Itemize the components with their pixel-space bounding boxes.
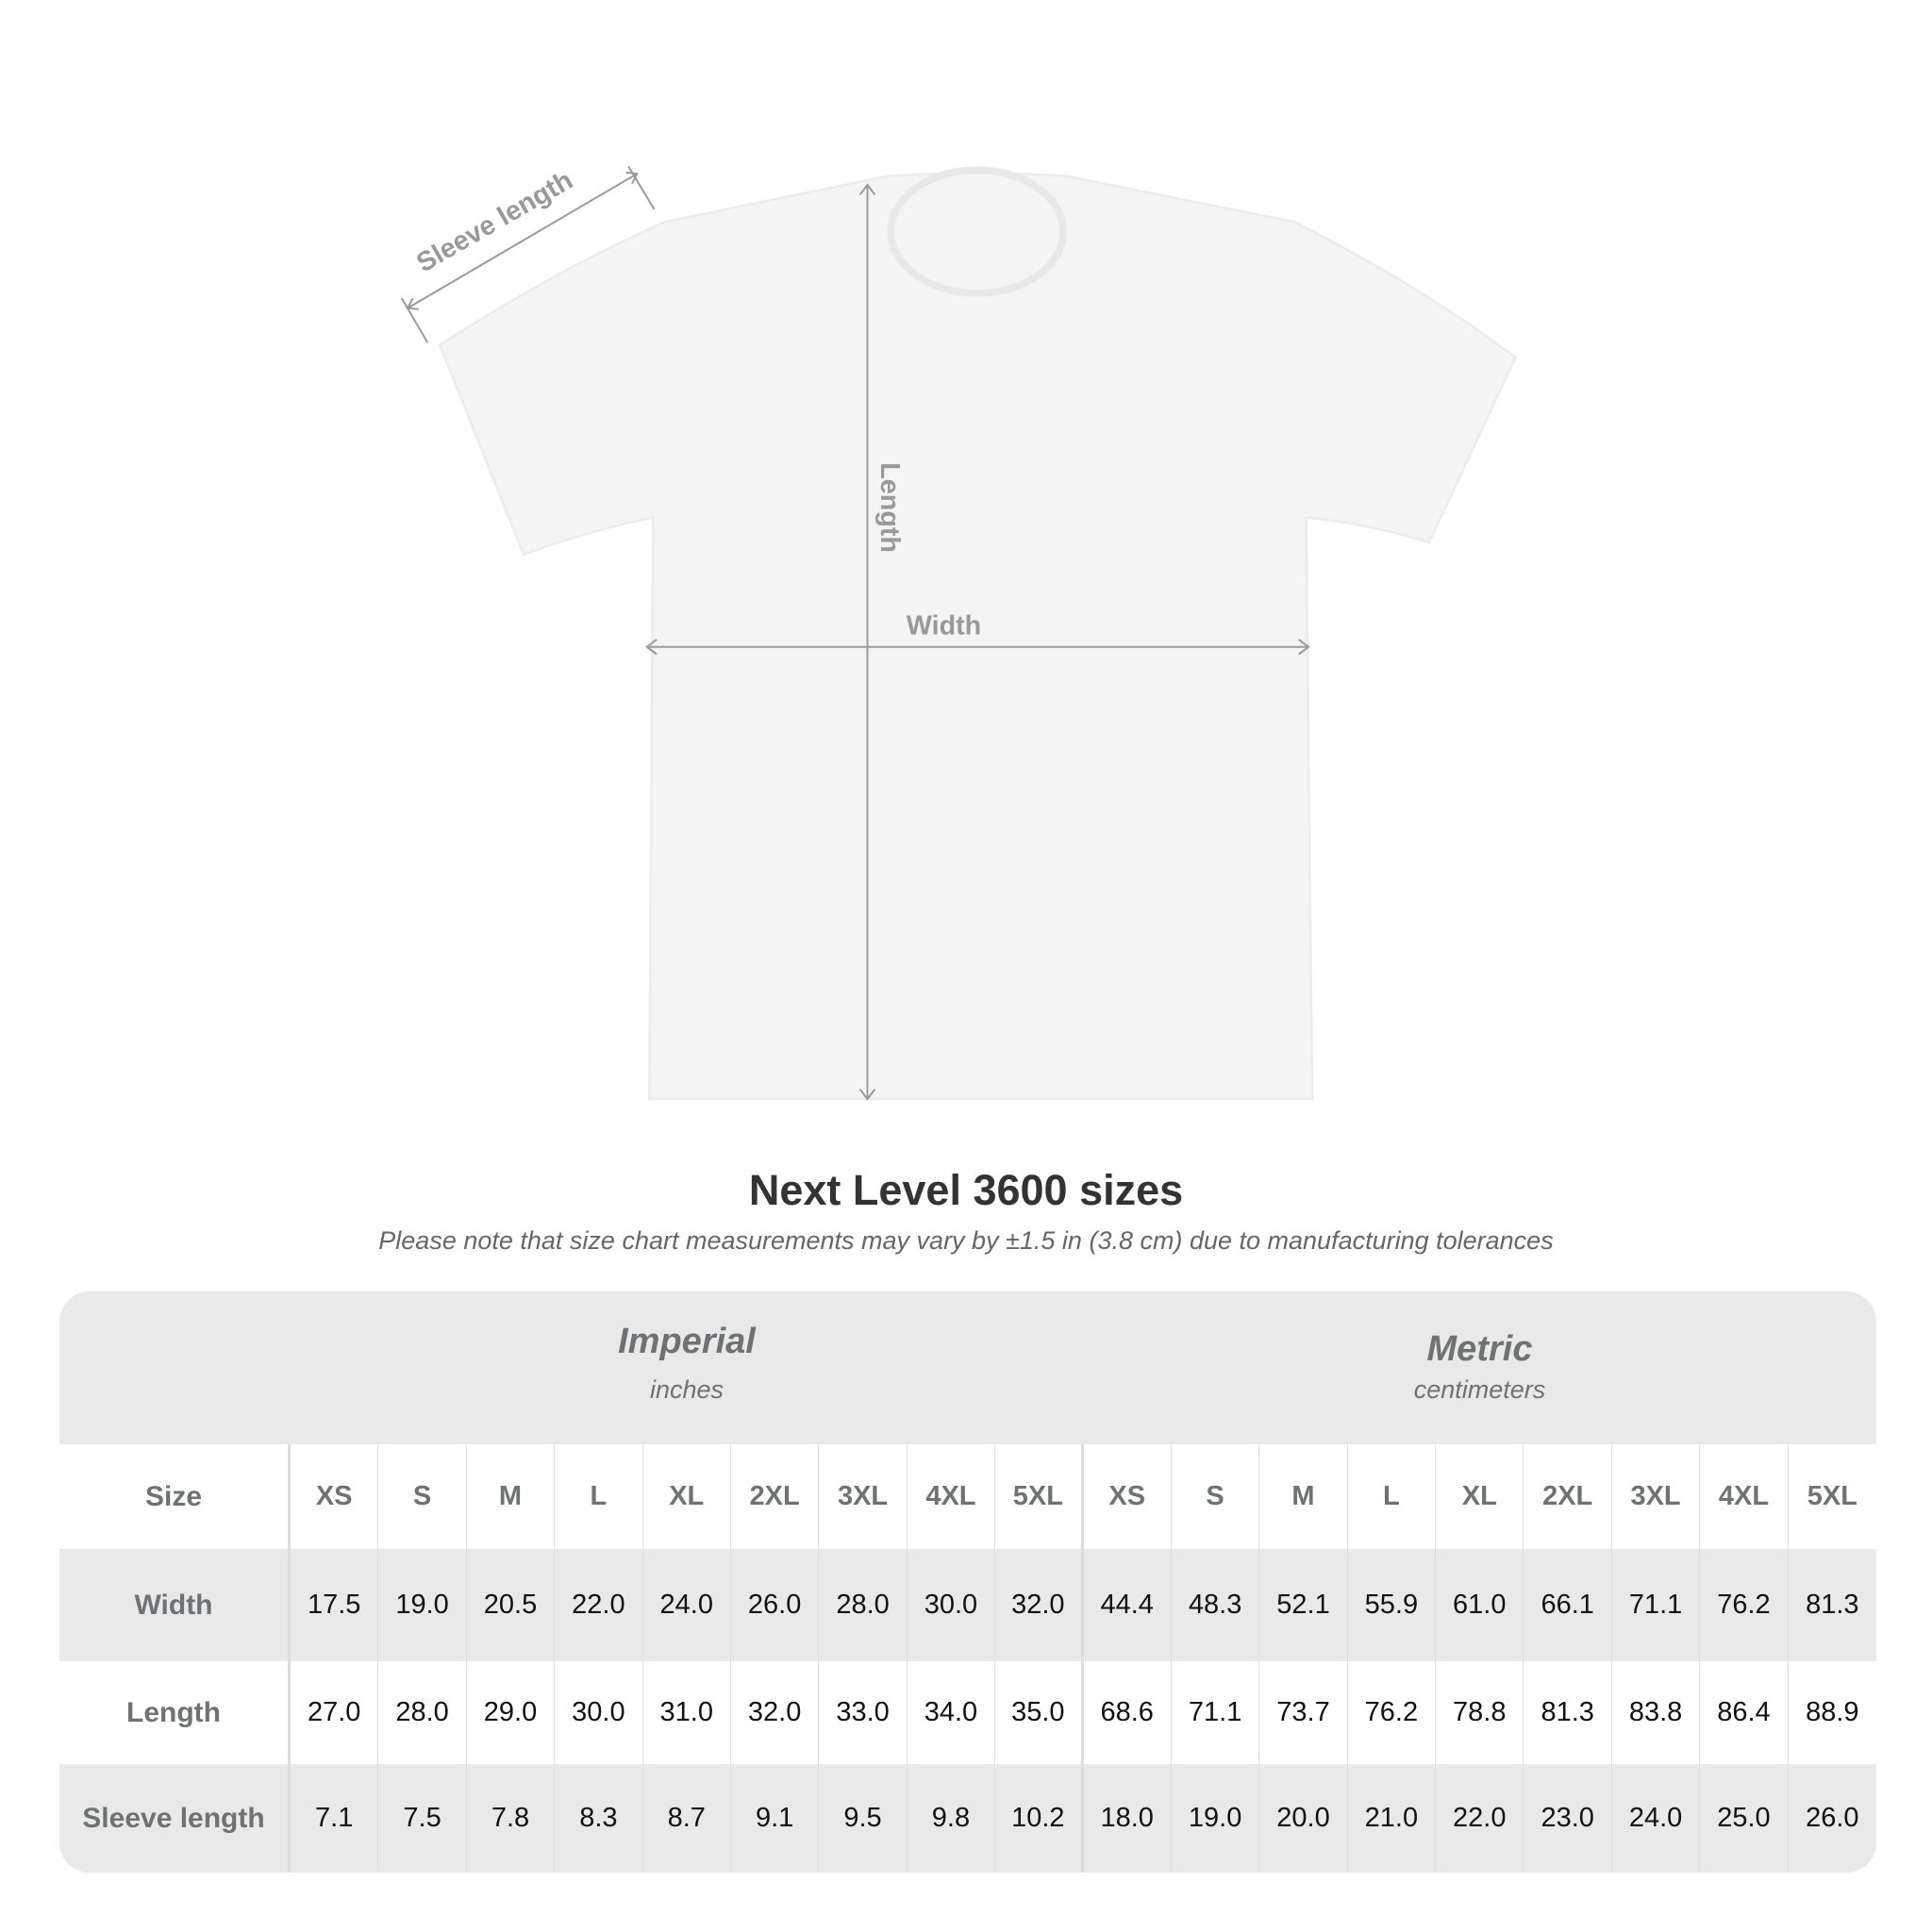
imperial-unit: inches [649, 1375, 724, 1404]
measurement-cell: 7.1 [291, 1764, 379, 1873]
measurement-cell: 71.1 [1612, 1549, 1701, 1661]
measurement-cell: 76.2 [1700, 1549, 1789, 1661]
metric-title: Metric [1426, 1329, 1533, 1369]
row-label: Length [59, 1661, 291, 1764]
size-header-cell: M [467, 1444, 556, 1549]
measurement-cell: 28.0 [819, 1549, 908, 1661]
metric-header: Metric centimeters [1083, 1291, 1876, 1444]
measurement-cell: 26.0 [731, 1549, 820, 1661]
size-header-cell: XL [643, 1444, 731, 1549]
size-header-cell: 3XL [1612, 1444, 1701, 1549]
metric-unit: centimeters [1413, 1375, 1546, 1404]
row-label: Width [59, 1549, 291, 1661]
measurement-cell: 29.0 [467, 1661, 556, 1764]
size-header-cell: L [555, 1444, 643, 1549]
measurement-cell: 23.0 [1524, 1764, 1612, 1873]
collar [887, 166, 1068, 297]
page-title: Next Level 3600 sizes [748, 1166, 1184, 1214]
measurement-cell: 25.0 [1700, 1764, 1789, 1873]
measurement-cell: 26.0 [1806, 1803, 1859, 1833]
measurement-cell: 32.0 [995, 1549, 1084, 1661]
measurement-cell: 32.0 [731, 1661, 820, 1764]
measurement-cell: 10.2 [995, 1764, 1084, 1873]
size-header-cell: L [1348, 1444, 1437, 1549]
measurement-cell: 86.4 [1700, 1661, 1789, 1764]
measurement-cell: 73.7 [1259, 1661, 1348, 1764]
measurement-cell: 24.0 [1612, 1764, 1701, 1873]
measurement-cell: 27.0 [291, 1661, 379, 1764]
imperial-title: Imperial [618, 1322, 756, 1361]
size-header-cell: 5XL [1807, 1481, 1857, 1511]
size-header-cell: 2XL [1524, 1444, 1612, 1549]
size-header-cell: XL [1436, 1444, 1524, 1549]
measurement-cell: 52.1 [1259, 1549, 1348, 1661]
measurement-cell: 78.8 [1436, 1661, 1524, 1764]
measurement-cell: 55.9 [1348, 1549, 1437, 1661]
measurement-cell: 83.8 [1612, 1661, 1701, 1764]
measurement-cell: 76.2 [1348, 1661, 1437, 1764]
measurement-cell: 9.8 [908, 1764, 996, 1873]
size-header-cell: 2XL [731, 1444, 820, 1549]
size-header-cell: XS [1084, 1444, 1172, 1549]
size-header-cell: 4XL [1700, 1444, 1789, 1549]
measurement-cell: 20.5 [467, 1549, 556, 1661]
measurement-cell: 35.0 [995, 1661, 1084, 1764]
measurement-cell: 19.0 [1172, 1764, 1260, 1873]
width-label: Width [907, 611, 981, 641]
tshirt-diagram: Width Length Sleeve length [400, 165, 1518, 1101]
measurement-cell: 24.0 [643, 1549, 731, 1661]
measurement-cell: 81.3 [1806, 1590, 1859, 1620]
measurement-cell: 8.7 [643, 1764, 731, 1873]
measurement-cell: 9.5 [819, 1764, 908, 1873]
measurement-cell: 7.8 [467, 1764, 556, 1873]
measurement-cell: 7.5 [378, 1764, 467, 1873]
measurement-cell: 19.0 [378, 1549, 467, 1661]
measurement-cell: 61.0 [1436, 1549, 1524, 1661]
measurement-cell: 68.6 [1084, 1661, 1172, 1764]
sleeve-label: Sleeve length [411, 165, 577, 278]
measurement-cell: 18.0 [1084, 1764, 1172, 1873]
imperial-header: Imperial inches [291, 1291, 1083, 1444]
tolerance-note: Please note that size chart measurements… [378, 1226, 1554, 1255]
size-header-cell: 5XL [995, 1444, 1084, 1549]
measurement-cell: 30.0 [908, 1549, 996, 1661]
size-header-row: Size XS S M L XL 2XL 3XL 4XL 5XL XS S M L XL 2XL 3XL 4XL 5… [59, 1444, 1876, 1549]
measurement-cell: 48.3 [1172, 1549, 1260, 1661]
measurement-cell: 21.0 [1348, 1764, 1437, 1873]
measurement-cell: 44.4 [1084, 1549, 1172, 1661]
sleeve-arrow [407, 173, 638, 309]
measurement-cell: 28.0 [378, 1661, 467, 1764]
measurement-cell: 30.0 [555, 1661, 643, 1764]
measurement-cell: 31.0 [643, 1661, 731, 1764]
size-header-cell: S [378, 1444, 467, 1549]
row-label: Sleeve length [59, 1764, 291, 1873]
size-header-cell: XS [291, 1444, 379, 1549]
measurement-cell: 71.1 [1172, 1661, 1260, 1764]
measurement-cell: 66.1 [1524, 1549, 1612, 1661]
tshirt-shape [438, 172, 1518, 1101]
measurement-cell: 17.5 [291, 1549, 379, 1661]
row-label: Size [59, 1444, 291, 1549]
measurement-cell: 33.0 [819, 1661, 908, 1764]
size-header-cell: M [1259, 1444, 1348, 1549]
measurement-cell: 34.0 [908, 1661, 996, 1764]
measurement-cell: 22.0 [1436, 1764, 1524, 1873]
size-header-cell: 4XL [908, 1444, 996, 1549]
measurement-cell: 8.3 [555, 1764, 643, 1873]
table-row: Width 17.5 19.0 20.5 22.0 24.0 26.0 28.0 30.0 32.… [59, 1549, 1876, 1661]
length-label: Length [874, 462, 905, 553]
size-header-cell: S [1172, 1444, 1260, 1549]
size-header-cell: 3XL [819, 1444, 908, 1549]
measurement-cell: 20.0 [1259, 1764, 1348, 1873]
measurement-cell: 9.1 [731, 1764, 820, 1873]
measurement-cell: 22.0 [555, 1549, 643, 1661]
measurement-cell: 88.9 [1806, 1697, 1859, 1727]
measurement-cell: 81.3 [1524, 1661, 1612, 1764]
table-row: Length 27.0 28.0 29.0 30.0 31.0 32.0 33.0 34.0 35… [59, 1661, 1876, 1764]
size-table: Imperial inches Metric centimeters Size X… [59, 1291, 1876, 1873]
table-row: Sleeve length 7.1 7.5 7.8 8.3 8.7 9.1 9.5 9.8 10.… [59, 1764, 1876, 1873]
